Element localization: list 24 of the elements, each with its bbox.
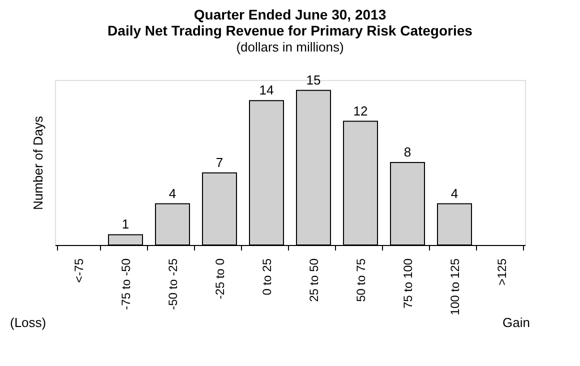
x-tick-label: 25 to 50 [307, 258, 321, 302]
text: (Loss) [10, 315, 46, 330]
chart-subtitle: Daily Net Trading Revenue for Primary Risk Categories [108, 22, 473, 38]
x-tick-label: -75 to -50 [119, 258, 133, 310]
x-tick-label: >125 [495, 258, 509, 286]
x-tick-label: -25 to 0 [213, 258, 227, 300]
data-label: 4 [168, 186, 176, 201]
x-tick-label: 50 to 75 [354, 258, 368, 302]
data-label: 4 [450, 186, 458, 201]
x-tick-label: 75 to 100 [401, 258, 415, 309]
data-label: 15 [306, 72, 321, 88]
x-tick-label: <-75 [72, 258, 86, 283]
data-label: 7 [216, 154, 224, 170]
x-tick-label: 0 to 25 [260, 258, 274, 296]
text: Gain [502, 315, 530, 330]
y-axis-title: Number of Days [30, 116, 46, 210]
chart-title: Quarter Ended June 30, 2013 [194, 6, 386, 22]
x-tick-label: 100 to 125 [448, 258, 462, 316]
data-label: 1 [122, 216, 130, 232]
data-label: 12 [353, 103, 368, 118]
x-tick-label: -50 to -25 [166, 258, 180, 310]
data-label: 8 [404, 144, 412, 160]
text: (dollars in millions) [236, 39, 344, 54]
data-label: 14 [259, 82, 274, 98]
